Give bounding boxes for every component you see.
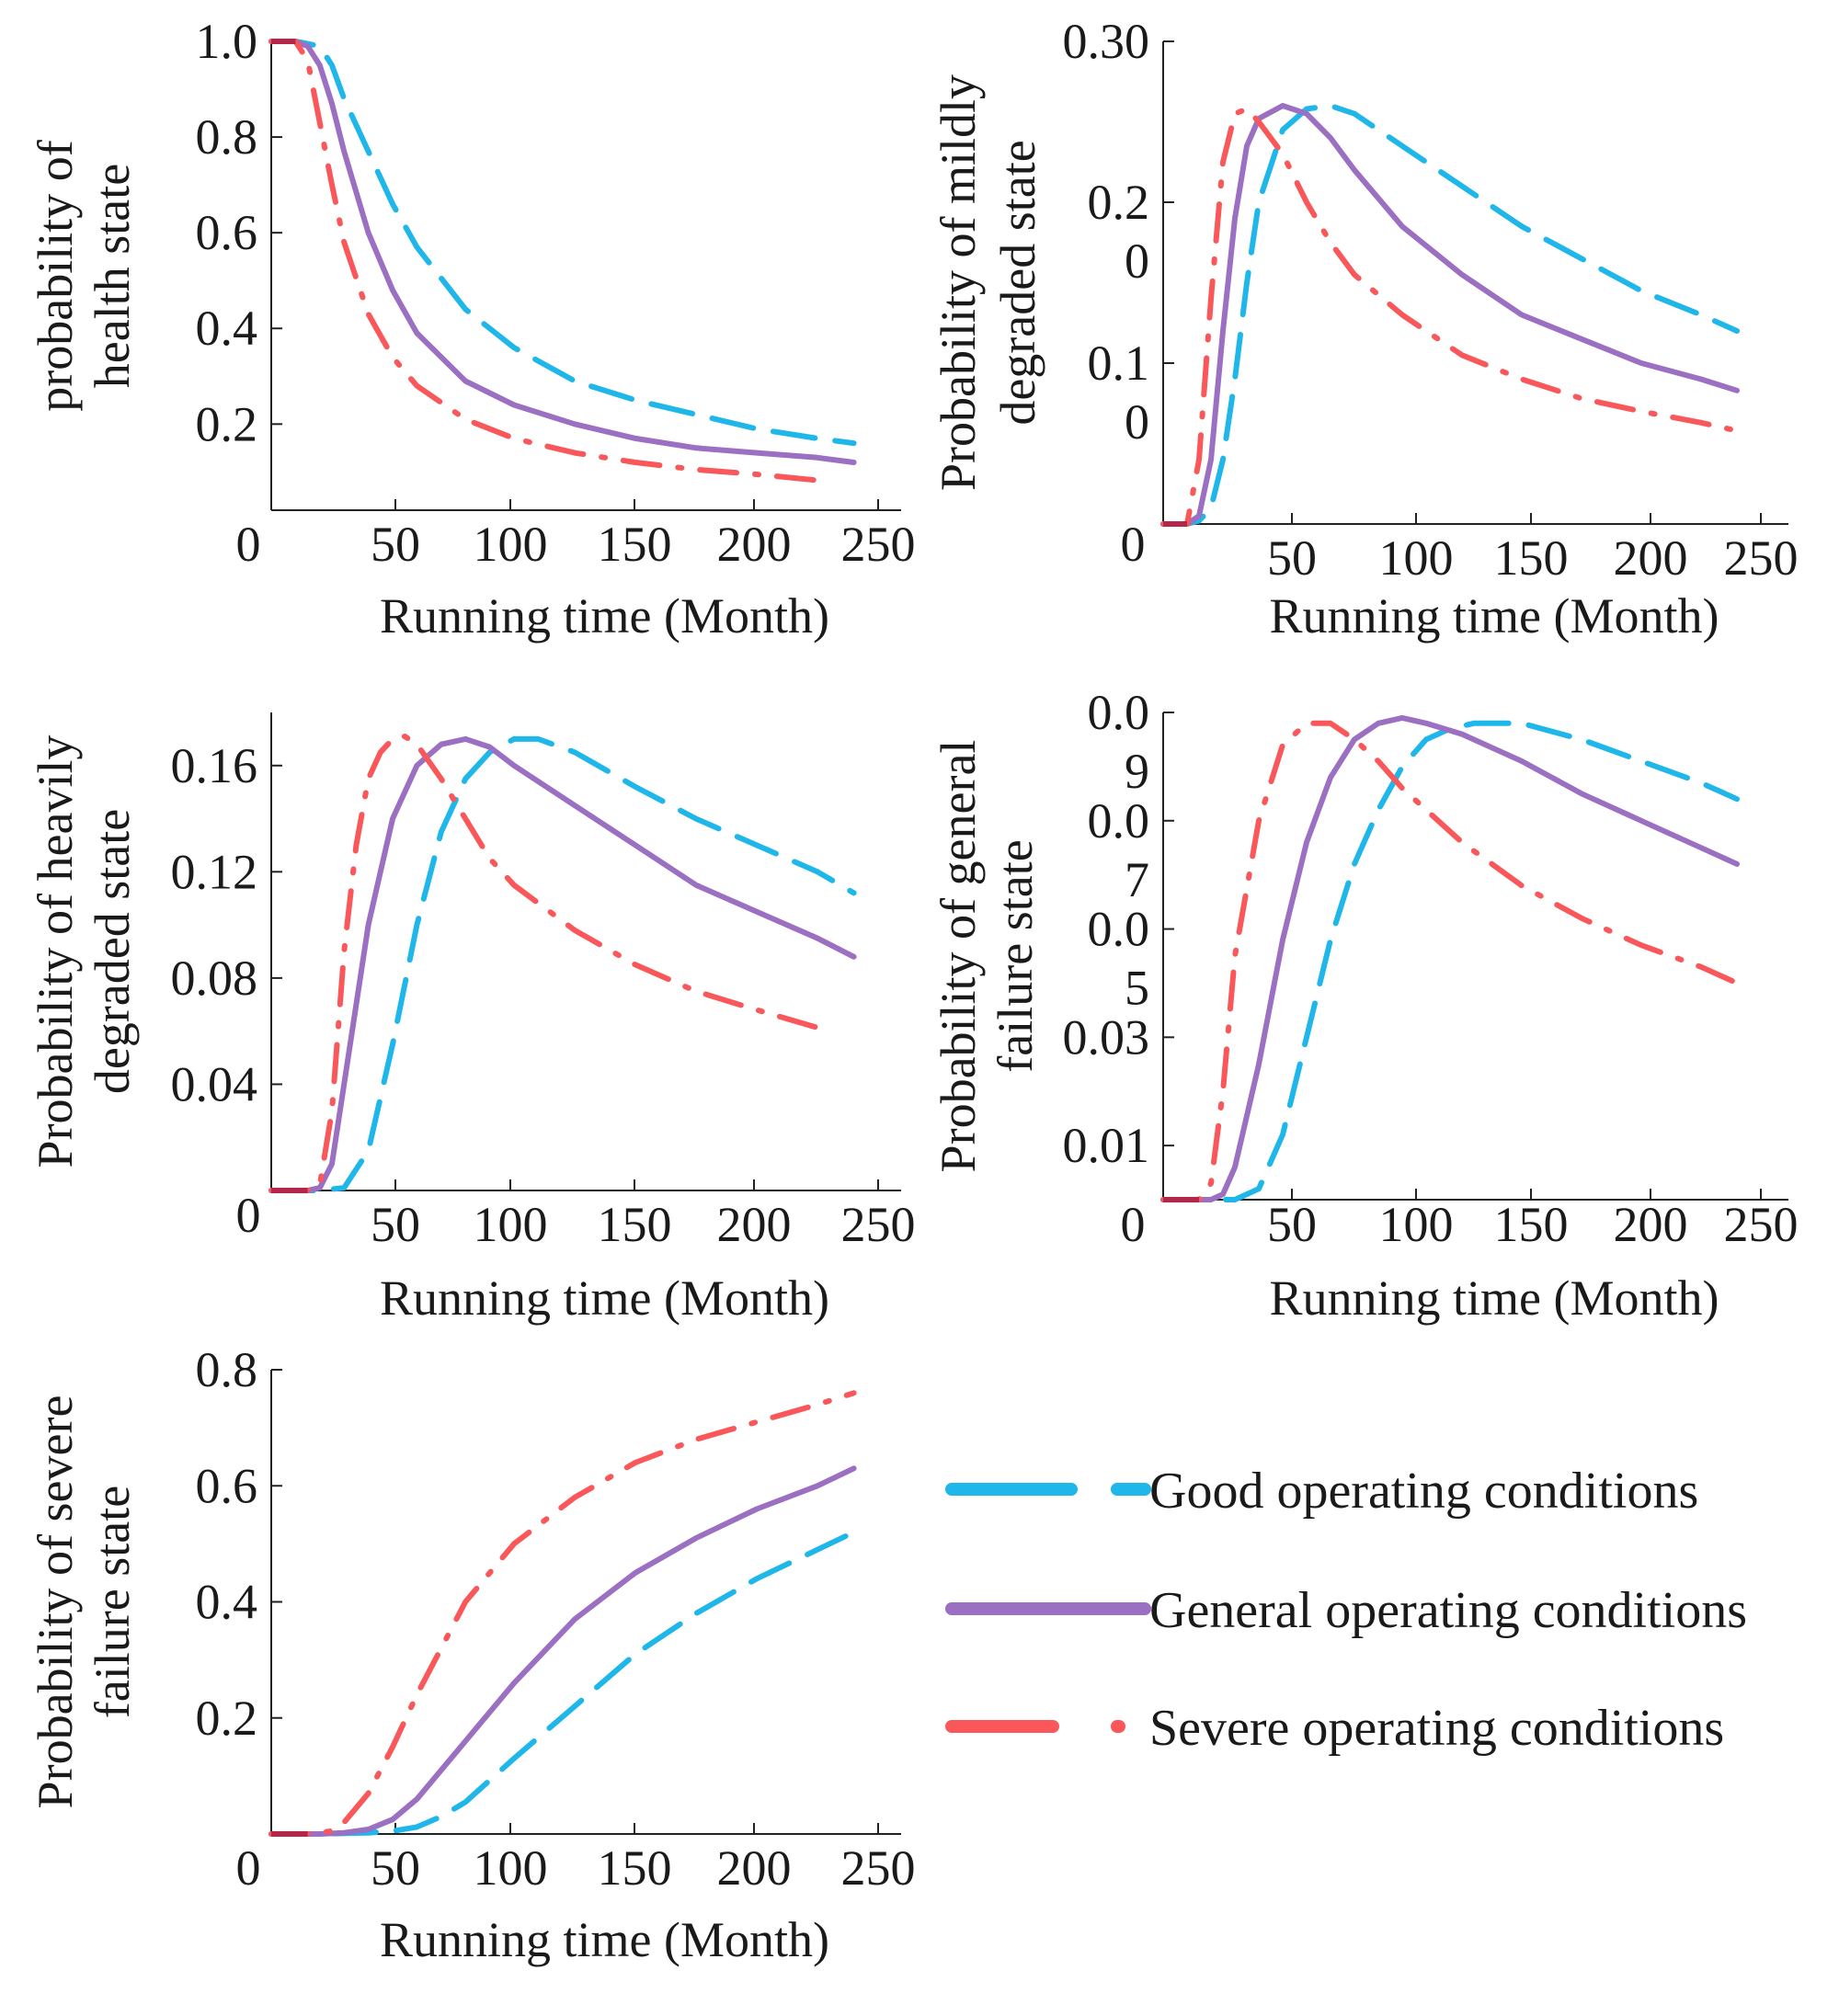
y-tick-label: 0.04 [171,1056,258,1111]
x-tick-label: 200 [1614,1197,1688,1252]
legend-label: Good operating conditions [1149,1463,1698,1520]
x-axis-label: Running time (Month) [380,1270,829,1326]
x-tick-label: 150 [598,1197,672,1252]
y-axis-label: Probability of severe [28,1395,83,1809]
x-axis-label: Running time (Month) [1270,588,1719,644]
series-line-general-operating-conditions [268,1465,857,1837]
y-tick-label: 0.4 [196,301,258,356]
y-axis-label: degraded state [990,140,1045,425]
x-tick-label: 250 [841,1197,916,1252]
series-line-good-operating-conditions [1160,103,1740,527]
x-tick-label: 50 [1267,530,1317,586]
x-tick-label: 200 [717,517,792,572]
y-tick-label: 0.8 [196,109,258,165]
y-axis-label: health state [85,164,140,388]
x-tick-label: 0 [236,517,261,572]
x-tick-label: 150 [1494,530,1569,586]
y-tick-label: 0.03 [1063,1009,1150,1065]
series-line-good-operating-conditions [268,1529,857,1837]
series-line-good-operating-conditions [1160,720,1740,1202]
x-axis-label: Running time (Month) [380,1912,829,1967]
x-tick-label: 100 [474,1197,548,1252]
y-tick-label: 0.6 [196,205,258,260]
series-line-severe-operating-conditions [268,734,833,1193]
series-line-general-operating-conditions [1160,103,1740,527]
x-tick-label: 0 [236,1840,261,1896]
x-tick-label: 50 [371,1840,420,1896]
y-tick-label: 9 [1125,744,1149,799]
series-line-severe-operating-conditions [1160,106,1740,527]
series-line-severe-operating-conditions [1160,720,1740,1202]
series-line-good-operating-conditions [268,735,857,1193]
y-tick-label: 1.0 [196,14,258,69]
y-axis-label: Probability of heavily [28,735,83,1168]
series-line-general-operating-conditions [268,39,857,465]
y-tick-label: 5 [1125,961,1149,1016]
panel-general-failure-state: 0.090.070.050.030.010 50 100 150 200 250Runni… [931,685,1799,1326]
x-tick-label: 150 [598,517,672,572]
x-tick-label: 250 [841,517,916,572]
y-tick-label: 7 [1125,852,1149,907]
x-tick-label: 250 [1724,1197,1799,1252]
y-tick-label: 0.0 [1088,902,1150,957]
x-tick-label: 100 [474,1840,548,1896]
y-tick-label: 0 [1125,394,1149,450]
y-axis-label: failure state [988,839,1043,1072]
y-tick-label: 0 [1125,233,1149,289]
y-tick-label: 0.12 [171,844,258,899]
series-line-general-operating-conditions [268,735,857,1193]
y-axis-label: failure state [85,1486,140,1718]
x-tick-label: 50 [371,517,420,572]
x-tick-label: 0 [1121,1197,1146,1252]
x-tick-label: 200 [717,1840,792,1896]
y-tick-label: 0.08 [171,951,258,1006]
y-tick-label: 0.30 [1063,14,1150,69]
x-tick-label: 100 [1379,530,1454,586]
series-line-severe-operating-conditions [268,39,833,484]
y-tick-label: 0.2 [196,396,258,451]
x-axis-label: Running time (Month) [380,588,829,644]
x-tick-label: 0 [236,1188,261,1243]
y-tick-label: 0.2 [1088,175,1150,230]
x-axis-label: Running time (Month) [1270,1270,1719,1326]
x-tick-label: 200 [717,1197,792,1252]
y-tick-label: 0.01 [1063,1118,1150,1173]
x-tick-label: 0 [1121,517,1146,572]
y-tick-label: 0.6 [196,1458,258,1513]
y-tick-label: 0.16 [171,738,258,793]
x-tick-label: 150 [1494,1197,1569,1252]
series-line-general-operating-conditions [1160,714,1740,1202]
y-tick-label: 0.8 [196,1342,258,1397]
y-axis-label: Probability of mildly [931,74,986,491]
x-tick-label: 100 [474,517,548,572]
x-tick-label: 50 [1267,1197,1317,1252]
x-tick-label: 250 [841,1840,916,1896]
y-tick-label: 0.1 [1088,336,1150,391]
y-tick-label: 0.4 [196,1575,258,1630]
y-axis-label: probability of [28,140,83,411]
x-tick-label: 150 [598,1840,672,1896]
legend-label: Severe operating conditions [1149,1700,1724,1757]
y-axis-label: degraded state [85,809,140,1094]
y-axis-label: Probability of general [931,740,986,1173]
x-tick-label: 100 [1379,1197,1454,1252]
y-tick-label: 0.0 [1088,793,1150,849]
series-line-severe-operating-conditions [268,1390,857,1837]
x-tick-label: 250 [1724,530,1799,586]
x-tick-label: 200 [1614,530,1688,586]
y-tick-label: 0.2 [196,1691,258,1746]
y-tick-label: 0.0 [1088,685,1150,740]
legend: Good operating conditions General operati… [945,1463,1747,1757]
x-tick-label: 50 [371,1197,420,1252]
legend-label: General operating conditions [1149,1582,1747,1639]
series-line-good-operating-conditions [268,39,857,447]
